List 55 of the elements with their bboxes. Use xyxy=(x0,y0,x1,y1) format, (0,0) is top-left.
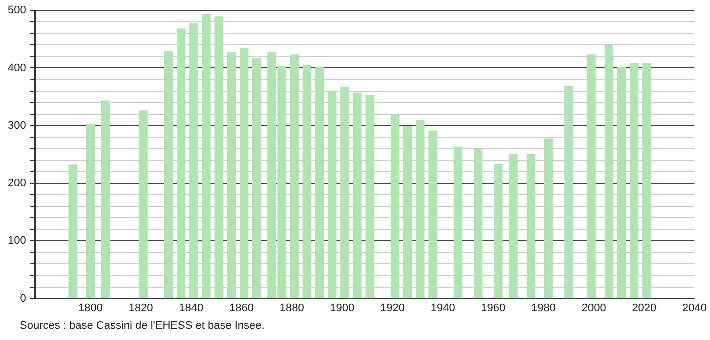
bar xyxy=(494,164,503,299)
bar xyxy=(587,54,596,299)
bar xyxy=(177,28,186,299)
bar xyxy=(139,110,148,299)
y-tick-label: 500 xyxy=(8,4,26,17)
bar xyxy=(526,154,536,299)
bar xyxy=(366,95,374,299)
x-tick-label: 2000 xyxy=(582,302,606,314)
y-tick-label: 100 xyxy=(8,235,26,248)
x-tick-label: 1840 xyxy=(179,302,204,314)
x-tick-label: 1960 xyxy=(481,302,506,314)
x-tick-label: 1900 xyxy=(330,302,355,314)
bar xyxy=(202,14,211,299)
bar xyxy=(630,63,639,299)
bar xyxy=(340,86,350,299)
source-note: Sources : base Cassini de l'EHESS et base Insee. xyxy=(20,320,265,332)
bar xyxy=(240,48,249,299)
bar xyxy=(604,45,614,299)
bar xyxy=(214,16,224,299)
bar xyxy=(290,54,299,299)
bar xyxy=(101,100,110,299)
bar xyxy=(302,65,312,299)
bar xyxy=(315,67,324,299)
bar xyxy=(617,67,626,299)
bar xyxy=(86,124,96,299)
bar xyxy=(252,58,262,299)
bar xyxy=(428,130,438,299)
x-tick-label: 1800 xyxy=(78,302,103,314)
bar xyxy=(68,164,78,299)
bar xyxy=(564,86,574,299)
bar xyxy=(404,126,412,299)
x-tick-label: 1980 xyxy=(532,302,556,314)
bar xyxy=(416,120,425,299)
x-tick-label: 2040 xyxy=(682,302,708,314)
bar xyxy=(474,149,483,299)
bar xyxy=(328,90,337,299)
y-tick-label: 300 xyxy=(8,120,26,132)
bar xyxy=(390,114,400,299)
bar xyxy=(353,92,362,299)
bar xyxy=(190,24,198,299)
x-tick-label: 1820 xyxy=(128,302,154,314)
bar xyxy=(509,154,518,299)
x-tick-label: 1940 xyxy=(430,302,456,314)
y-tick-label: 400 xyxy=(8,62,26,74)
bar xyxy=(227,52,236,299)
bar xyxy=(642,63,652,299)
y-tick-label: 0 xyxy=(20,292,26,305)
x-tick-label: 2020 xyxy=(632,302,657,314)
bar xyxy=(454,146,463,299)
y-tick-label: 200 xyxy=(8,178,26,190)
bar xyxy=(544,138,554,299)
x-tick-label: 1860 xyxy=(229,302,254,314)
x-tick-label: 1880 xyxy=(280,302,304,314)
bar xyxy=(164,51,174,299)
x-tick-label: 1920 xyxy=(380,302,405,314)
